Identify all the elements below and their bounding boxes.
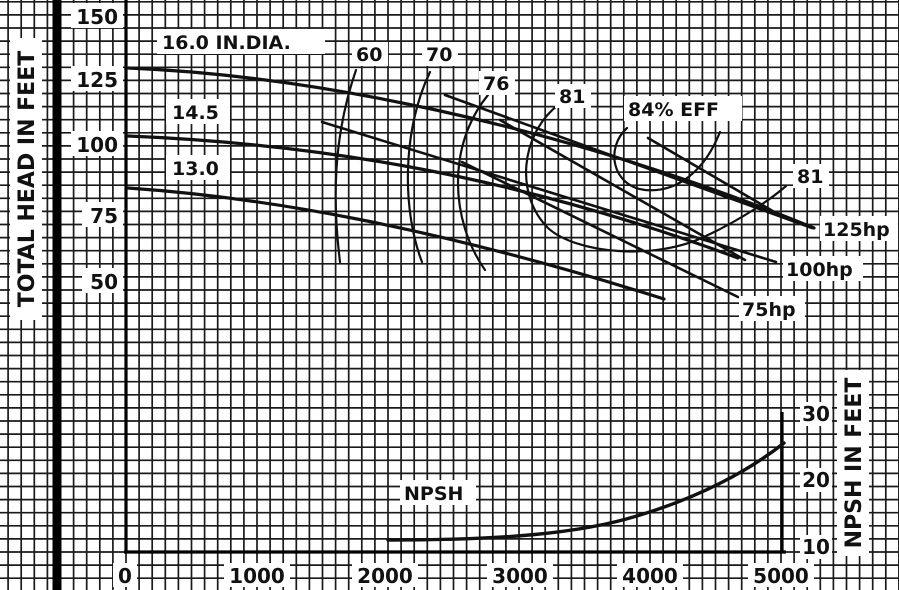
- label-13-0: 13.0: [166, 155, 230, 180]
- svg-text:1000: 1000: [229, 564, 285, 588]
- svg-text:100: 100: [76, 133, 118, 157]
- label-75hp: 75hp: [739, 296, 805, 321]
- svg-text:2000: 2000: [357, 564, 413, 588]
- svg-text:NPSH: NPSH: [404, 483, 463, 505]
- svg-text:70: 70: [426, 44, 452, 66]
- label-100hp: 100hp: [783, 256, 863, 281]
- svg-text:125hp: 125hp: [823, 219, 890, 241]
- y2-axis-title: NPSH IN FEET: [837, 370, 869, 556]
- label-eff-76: 76: [479, 71, 515, 95]
- label-16-in-dia: 16.0 IN.DIA.: [157, 29, 325, 54]
- svg-text:100hp: 100hp: [786, 259, 853, 281]
- svg-text:14.5: 14.5: [172, 102, 219, 124]
- hp-line-extra-2: [498, 118, 747, 262]
- label-125hp: 125hp: [820, 216, 898, 241]
- y2-tick-10: 10: [800, 535, 832, 559]
- label-eff-60: 60: [352, 42, 388, 66]
- head-curve-14-5: [126, 134, 740, 260]
- svg-text:150: 150: [76, 5, 118, 29]
- svg-text:10: 10: [802, 535, 830, 559]
- svg-text:84% EFF: 84% EFF: [628, 99, 719, 121]
- svg-text:NPSH IN FEET: NPSH IN FEET: [842, 378, 867, 549]
- y2-tick-20: 20: [800, 468, 832, 492]
- svg-text:20: 20: [802, 468, 830, 492]
- head-curve-16: [126, 66, 816, 230]
- x-tick-0: 0: [113, 563, 137, 588]
- svg-text:81: 81: [797, 166, 823, 188]
- y-tick-50: 50: [82, 268, 123, 294]
- y-tick-100: 100: [71, 131, 123, 157]
- y-tick-125: 125: [71, 66, 123, 92]
- svg-text:13.0: 13.0: [172, 158, 219, 180]
- svg-text:5000: 5000: [753, 564, 809, 588]
- label-npsh: NPSH: [400, 480, 476, 505]
- x-tick-4000: 4000: [617, 563, 683, 588]
- label-14-5: 14.5: [166, 99, 230, 124]
- svg-text:0: 0: [118, 564, 132, 588]
- svg-text:4000: 4000: [622, 564, 678, 588]
- svg-text:76: 76: [483, 73, 509, 95]
- label-eff-81-b: 81: [793, 164, 829, 188]
- svg-text:81: 81: [559, 86, 585, 108]
- svg-text:75hp: 75hp: [742, 299, 796, 321]
- svg-text:TOTAL HEAD IN FEET: TOTAL HEAD IN FEET: [15, 51, 40, 307]
- svg-text:3000: 3000: [492, 564, 548, 588]
- y-axis-title: TOTAL HEAD IN FEET: [10, 38, 42, 320]
- svg-text:60: 60: [356, 44, 382, 66]
- x-tick-1000: 1000: [224, 563, 290, 588]
- curves: [126, 66, 816, 542]
- eff-curve-81-left: [525, 103, 788, 253]
- label-eff-84: 84% EFF: [624, 96, 742, 121]
- svg-text:75: 75: [90, 204, 118, 228]
- eff-curve-60: [334, 68, 358, 264]
- axes: [52, 0, 786, 590]
- y-tick-75: 75: [82, 202, 123, 228]
- eff-curve-76: [457, 93, 490, 272]
- hp-line-100: [320, 120, 778, 264]
- head-curve-13: [126, 186, 666, 301]
- hp-line-75: [460, 160, 740, 299]
- npsh-curve: [386, 441, 786, 542]
- label-eff-70: 70: [422, 42, 458, 66]
- eff-curve-70: [406, 70, 432, 264]
- x-tick-3000: 3000: [487, 563, 553, 588]
- x-tick-2000: 2000: [352, 563, 418, 588]
- y2-tick-30: 30: [800, 402, 832, 426]
- svg-text:16.0 IN.DIA.: 16.0 IN.DIA.: [162, 32, 291, 54]
- label-eff-81-a: 81: [555, 84, 591, 108]
- y-tick-150: 150: [71, 3, 123, 29]
- svg-text:125: 125: [76, 68, 118, 92]
- svg-text:30: 30: [802, 402, 830, 426]
- hp-line-extra-1: [646, 136, 778, 215]
- eff-curve-84: [613, 126, 722, 192]
- x-tick-5000: 5000: [748, 563, 814, 588]
- svg-text:50: 50: [90, 270, 118, 294]
